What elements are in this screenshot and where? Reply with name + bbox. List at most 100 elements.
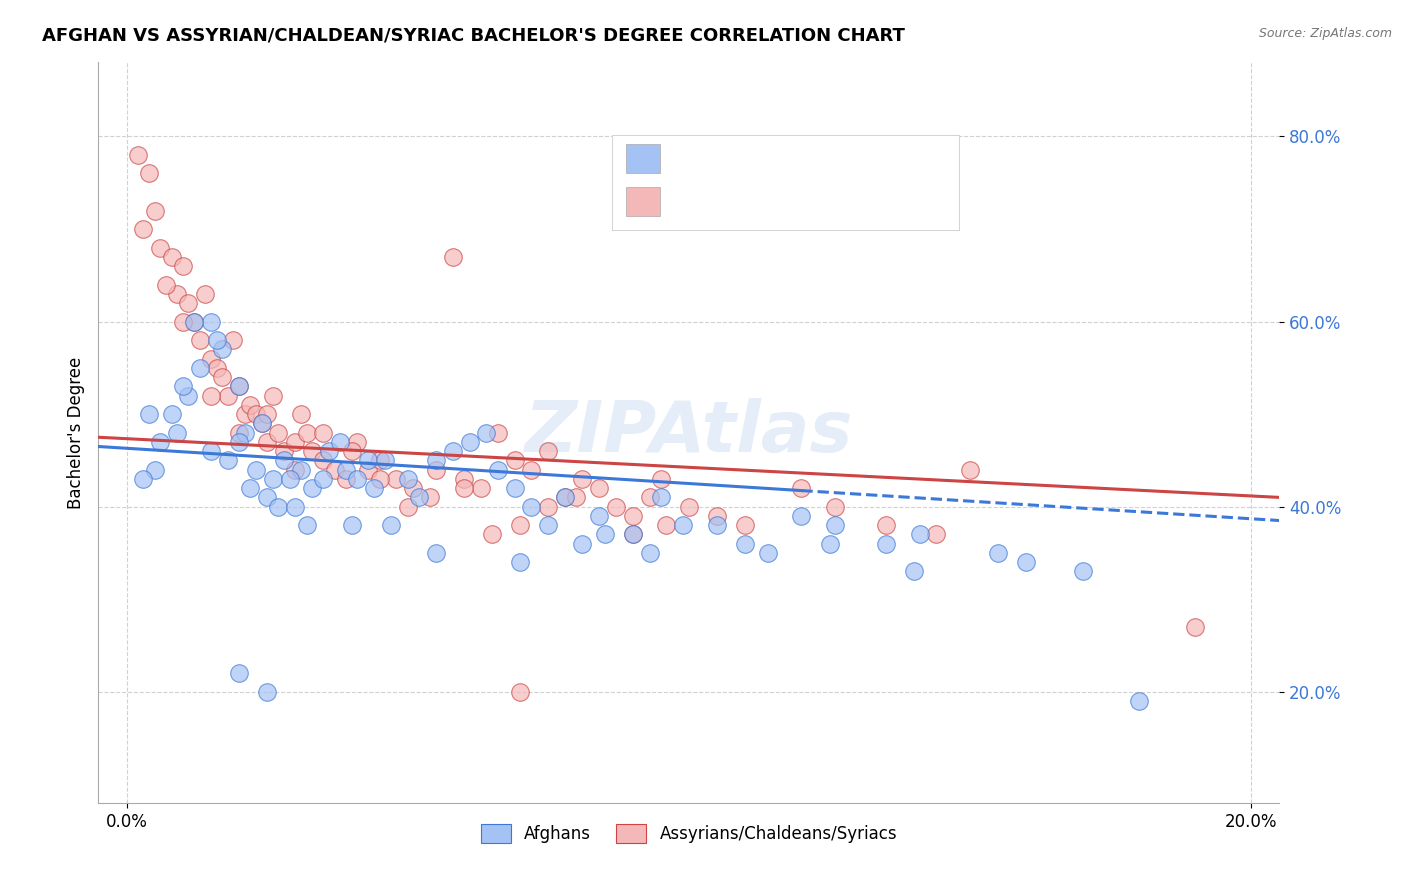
Point <box>790 481 813 495</box>
Point <box>818 536 841 550</box>
Point <box>267 500 290 514</box>
Point <box>593 527 616 541</box>
Point <box>380 518 402 533</box>
Point <box>340 518 363 533</box>
Point <box>267 425 290 440</box>
Point <box>554 491 576 505</box>
Point <box>425 453 447 467</box>
Point <box>200 351 222 366</box>
Bar <box>626 145 661 173</box>
Point <box>650 491 672 505</box>
Point <box>475 425 498 440</box>
Point <box>160 407 183 421</box>
Text: AFGHAN VS ASSYRIAN/CHALDEAN/SYRIAC BACHELOR'S DEGREE CORRELATION CHART: AFGHAN VS ASSYRIAN/CHALDEAN/SYRIAC BACHE… <box>42 27 905 45</box>
Point <box>200 444 222 458</box>
Point <box>509 518 531 533</box>
Point <box>790 508 813 523</box>
Point <box>228 379 250 393</box>
Point <box>374 453 396 467</box>
Point <box>177 389 200 403</box>
Point <box>233 407 256 421</box>
Point <box>222 333 245 347</box>
Point <box>346 472 368 486</box>
Point <box>228 434 250 449</box>
Point <box>554 491 576 505</box>
Point <box>706 508 728 523</box>
Point <box>824 500 846 514</box>
Point <box>183 314 205 328</box>
Point <box>278 472 301 486</box>
Point <box>571 472 593 486</box>
Point <box>233 425 256 440</box>
Text: N =: N = <box>814 151 848 166</box>
Point <box>571 536 593 550</box>
Text: -0.064: -0.064 <box>716 194 770 210</box>
Point <box>256 491 278 505</box>
Text: N =: N = <box>814 194 848 210</box>
Point <box>138 166 160 180</box>
Point <box>295 425 318 440</box>
Point <box>824 518 846 533</box>
Point <box>256 685 278 699</box>
Text: -0.086: -0.086 <box>716 151 770 166</box>
Point <box>908 527 931 541</box>
Point <box>903 565 925 579</box>
Point <box>678 500 700 514</box>
Point <box>537 444 560 458</box>
Point <box>183 314 205 328</box>
Point <box>217 453 239 467</box>
Point <box>284 462 307 476</box>
Point <box>149 434 172 449</box>
Point <box>987 546 1010 560</box>
Point <box>155 277 177 292</box>
Point <box>143 462 166 476</box>
Point <box>537 500 560 514</box>
Point <box>425 546 447 560</box>
Point <box>1015 555 1038 569</box>
Y-axis label: Bachelor's Degree: Bachelor's Degree <box>66 357 84 508</box>
Text: ZIPAtlas: ZIPAtlas <box>524 398 853 467</box>
Point <box>396 500 419 514</box>
Point <box>875 518 897 533</box>
Point <box>481 527 503 541</box>
Point <box>734 518 756 533</box>
Point <box>425 462 447 476</box>
Point <box>402 481 425 495</box>
Point <box>312 453 335 467</box>
Point <box>1184 620 1206 634</box>
Point <box>188 333 211 347</box>
Point <box>441 444 464 458</box>
Point <box>638 491 661 505</box>
Point <box>262 472 284 486</box>
Point <box>143 203 166 218</box>
Point <box>228 425 250 440</box>
Point <box>262 389 284 403</box>
Point <box>273 444 295 458</box>
Point <box>419 491 441 505</box>
Point <box>588 481 610 495</box>
Point <box>245 407 267 421</box>
Text: R =: R = <box>671 194 704 210</box>
Point <box>211 343 233 357</box>
Point <box>655 518 678 533</box>
Point <box>273 453 295 467</box>
Point <box>323 462 346 476</box>
Point <box>621 508 644 523</box>
Point <box>706 518 728 533</box>
Point <box>205 333 228 347</box>
Point <box>1128 694 1150 708</box>
Point <box>875 536 897 550</box>
Point <box>486 425 509 440</box>
Point <box>205 360 228 375</box>
Point <box>329 434 352 449</box>
Point <box>160 250 183 264</box>
Point <box>172 314 194 328</box>
Point <box>256 434 278 449</box>
Point <box>284 500 307 514</box>
Point <box>245 462 267 476</box>
Point <box>453 472 475 486</box>
Point <box>301 444 323 458</box>
Point <box>250 417 273 431</box>
Text: R =: R = <box>671 151 704 166</box>
Point <box>132 222 155 236</box>
